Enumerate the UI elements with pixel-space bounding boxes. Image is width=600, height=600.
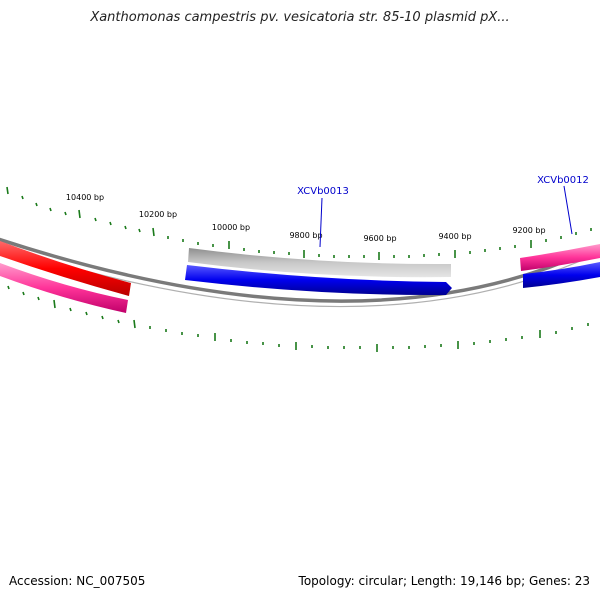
gene-feature-pink-left[interactable] [0,263,128,313]
accession-label: Accession: NC_007505 [9,574,146,588]
tick-minor [37,296,40,301]
gene-label-leader [563,185,573,235]
tick-minor [69,307,72,312]
summary-label: Topology: circular; Length: 19,146 bp; G… [298,574,590,588]
outer-ticks [6,186,592,260]
tick-label: 10000 bp [212,223,250,232]
tick-minor [85,311,88,316]
tick-major [78,209,81,219]
inner-ticks [7,285,589,352]
tick-minor [124,225,127,230]
tick-major [53,299,56,309]
tick-minor [109,221,112,226]
gene-feature-gray[interactable] [188,248,451,278]
map-title: Xanthomonas campestris pv. vesicatoria s… [90,10,510,25]
tick-minor [49,207,52,212]
gene-feature-pink-right[interactable] [520,244,600,271]
tick-minor [35,202,38,207]
gene-feature-blue-center[interactable] [185,265,452,296]
tick-minor [94,217,97,222]
gene-label-XCVb0013[interactable]: XCVb0013 [297,186,349,197]
tick-minor [22,291,25,296]
gene-label-leader [319,197,323,248]
tick-minor [117,319,120,324]
gene-feature-blue-right[interactable] [523,262,600,288]
tick-label: 10200 bp [139,210,177,219]
tick-minor [64,211,67,216]
tick-minor [21,195,24,200]
tick-label: 9600 bp [363,234,396,243]
tick-minor [7,285,10,290]
tick-label: 9200 bp [512,226,545,235]
gene-feature-red[interactable] [0,241,131,296]
tick-minor [101,315,104,320]
tick-major [133,319,136,329]
tick-label: 9400 bp [438,232,471,241]
tick-minor [6,186,9,195]
tick-major [152,227,155,237]
tick-minor [138,228,141,233]
tick-label: 9800 bp [289,231,322,240]
gene-label-XCVb0012[interactable]: XCVb0012 [537,175,589,186]
tick-label: 10400 bp [66,193,104,202]
